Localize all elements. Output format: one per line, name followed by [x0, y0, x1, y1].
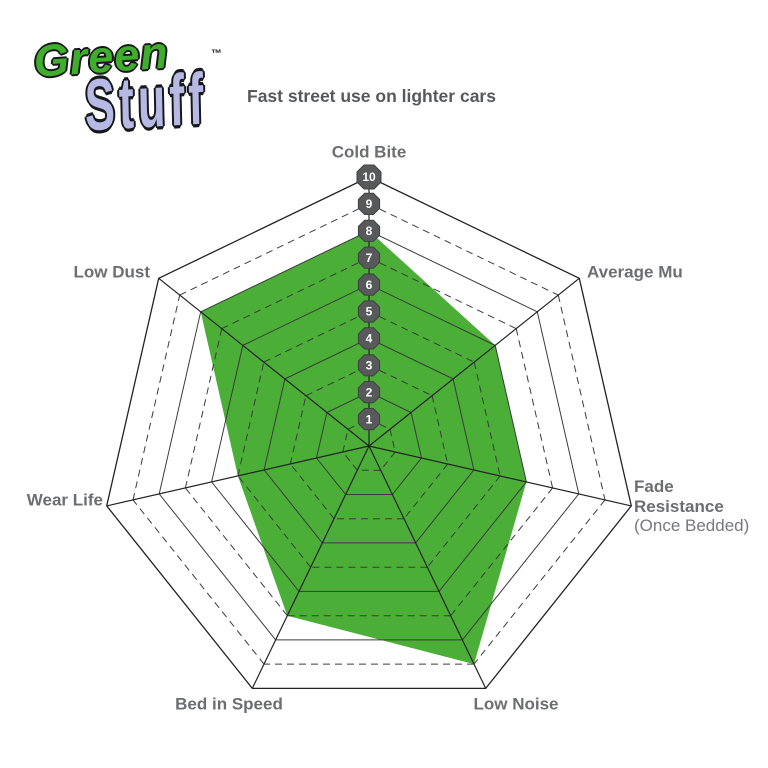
scale-marker-label-7: 7: [366, 251, 373, 265]
radar-ring-1-edge: [380, 451, 396, 471]
radar-spoke-3: [368, 445, 487, 689]
scale-marker-label-3: 3: [366, 359, 373, 373]
radar-ring-7-edge: [368, 257, 517, 330]
radar-ring-1-edge: [342, 429, 349, 453]
radar-spoke-4: [251, 445, 370, 689]
scale-marker-3: [357, 354, 381, 377]
scale-marker-label-5: 5: [366, 305, 373, 319]
axis-label-fade: Fade Resistance (Once Bedded): [634, 477, 750, 535]
radar-ring-7-edge: [450, 487, 553, 617]
radar-ring-5-edge: [368, 311, 475, 363]
radar-ring-1-edge: [389, 429, 396, 453]
scale-marker-6: [357, 273, 381, 296]
scale-marker-label-9: 9: [366, 197, 373, 211]
radar-ring-10: [105, 176, 633, 690]
radar-ring-5-edge: [237, 361, 265, 477]
scale-marker-4: [357, 327, 381, 350]
radar-ring-9-edge: [132, 499, 265, 665]
radar-spoke-5: [106, 445, 370, 507]
axis-label-cold-bite: Cold Bite: [331, 142, 407, 162]
radar-ring-9-edge: [132, 294, 181, 501]
scale-marker-7: [357, 246, 381, 269]
scale-marker-label-10: 10: [362, 170, 376, 184]
scale-marker-8: [357, 219, 381, 242]
radar-spoke-1: [368, 277, 580, 447]
radar-ring-7-edge: [221, 257, 370, 330]
axis-label-bed-in-speed: Bed in Speed: [175, 694, 283, 714]
radar-ring-7-edge: [515, 328, 554, 489]
scale-marker-9: [357, 192, 381, 215]
radar-ring-1-edge: [342, 451, 358, 471]
radar-spoke-6: [158, 277, 370, 447]
axis-label-wear-life: Wear Life: [26, 490, 103, 510]
radar-ring-7-edge: [185, 487, 288, 617]
scale-marker-10: [356, 164, 382, 190]
radar-ring-9-edge: [557, 294, 606, 501]
radar-ring-6: [211, 284, 527, 592]
radar-ring-5-edge: [237, 475, 311, 568]
scale-marker-label-6: 6: [366, 278, 373, 292]
radar-spoke-2: [368, 445, 632, 507]
axis-label-average-mu: Average Mu: [587, 262, 683, 282]
radar-ring-1-edge: [347, 418, 370, 430]
scale-marker-label-2: 2: [366, 385, 373, 399]
radar-ring-8: [158, 230, 580, 641]
chart-subtitle: Fast street use on lighter cars: [247, 86, 496, 106]
scale-marker-1: [357, 408, 381, 431]
radar-ring-4: [263, 337, 475, 544]
radar-ring-7-edge: [184, 328, 223, 489]
scale-marker-2: [357, 381, 381, 404]
trademark-symbol: ™: [211, 48, 222, 60]
scale-marker-label-4: 4: [366, 332, 373, 346]
radar-ring-5-edge: [473, 361, 501, 477]
radar-ring-5-edge: [263, 311, 370, 363]
axis-label-low-dust: Low Dust: [73, 262, 151, 282]
axis-label-low-noise: Low Noise: [473, 694, 559, 714]
scale-marker-label-8: 8: [366, 224, 373, 238]
scale-marker-label-1: 1: [366, 412, 373, 426]
greenstuff-logo: Green Stuff ™: [30, 27, 245, 154]
radar-ring-5-edge: [427, 475, 501, 568]
scale-marker-5: [357, 300, 381, 323]
radar-ring-2: [315, 391, 423, 495]
